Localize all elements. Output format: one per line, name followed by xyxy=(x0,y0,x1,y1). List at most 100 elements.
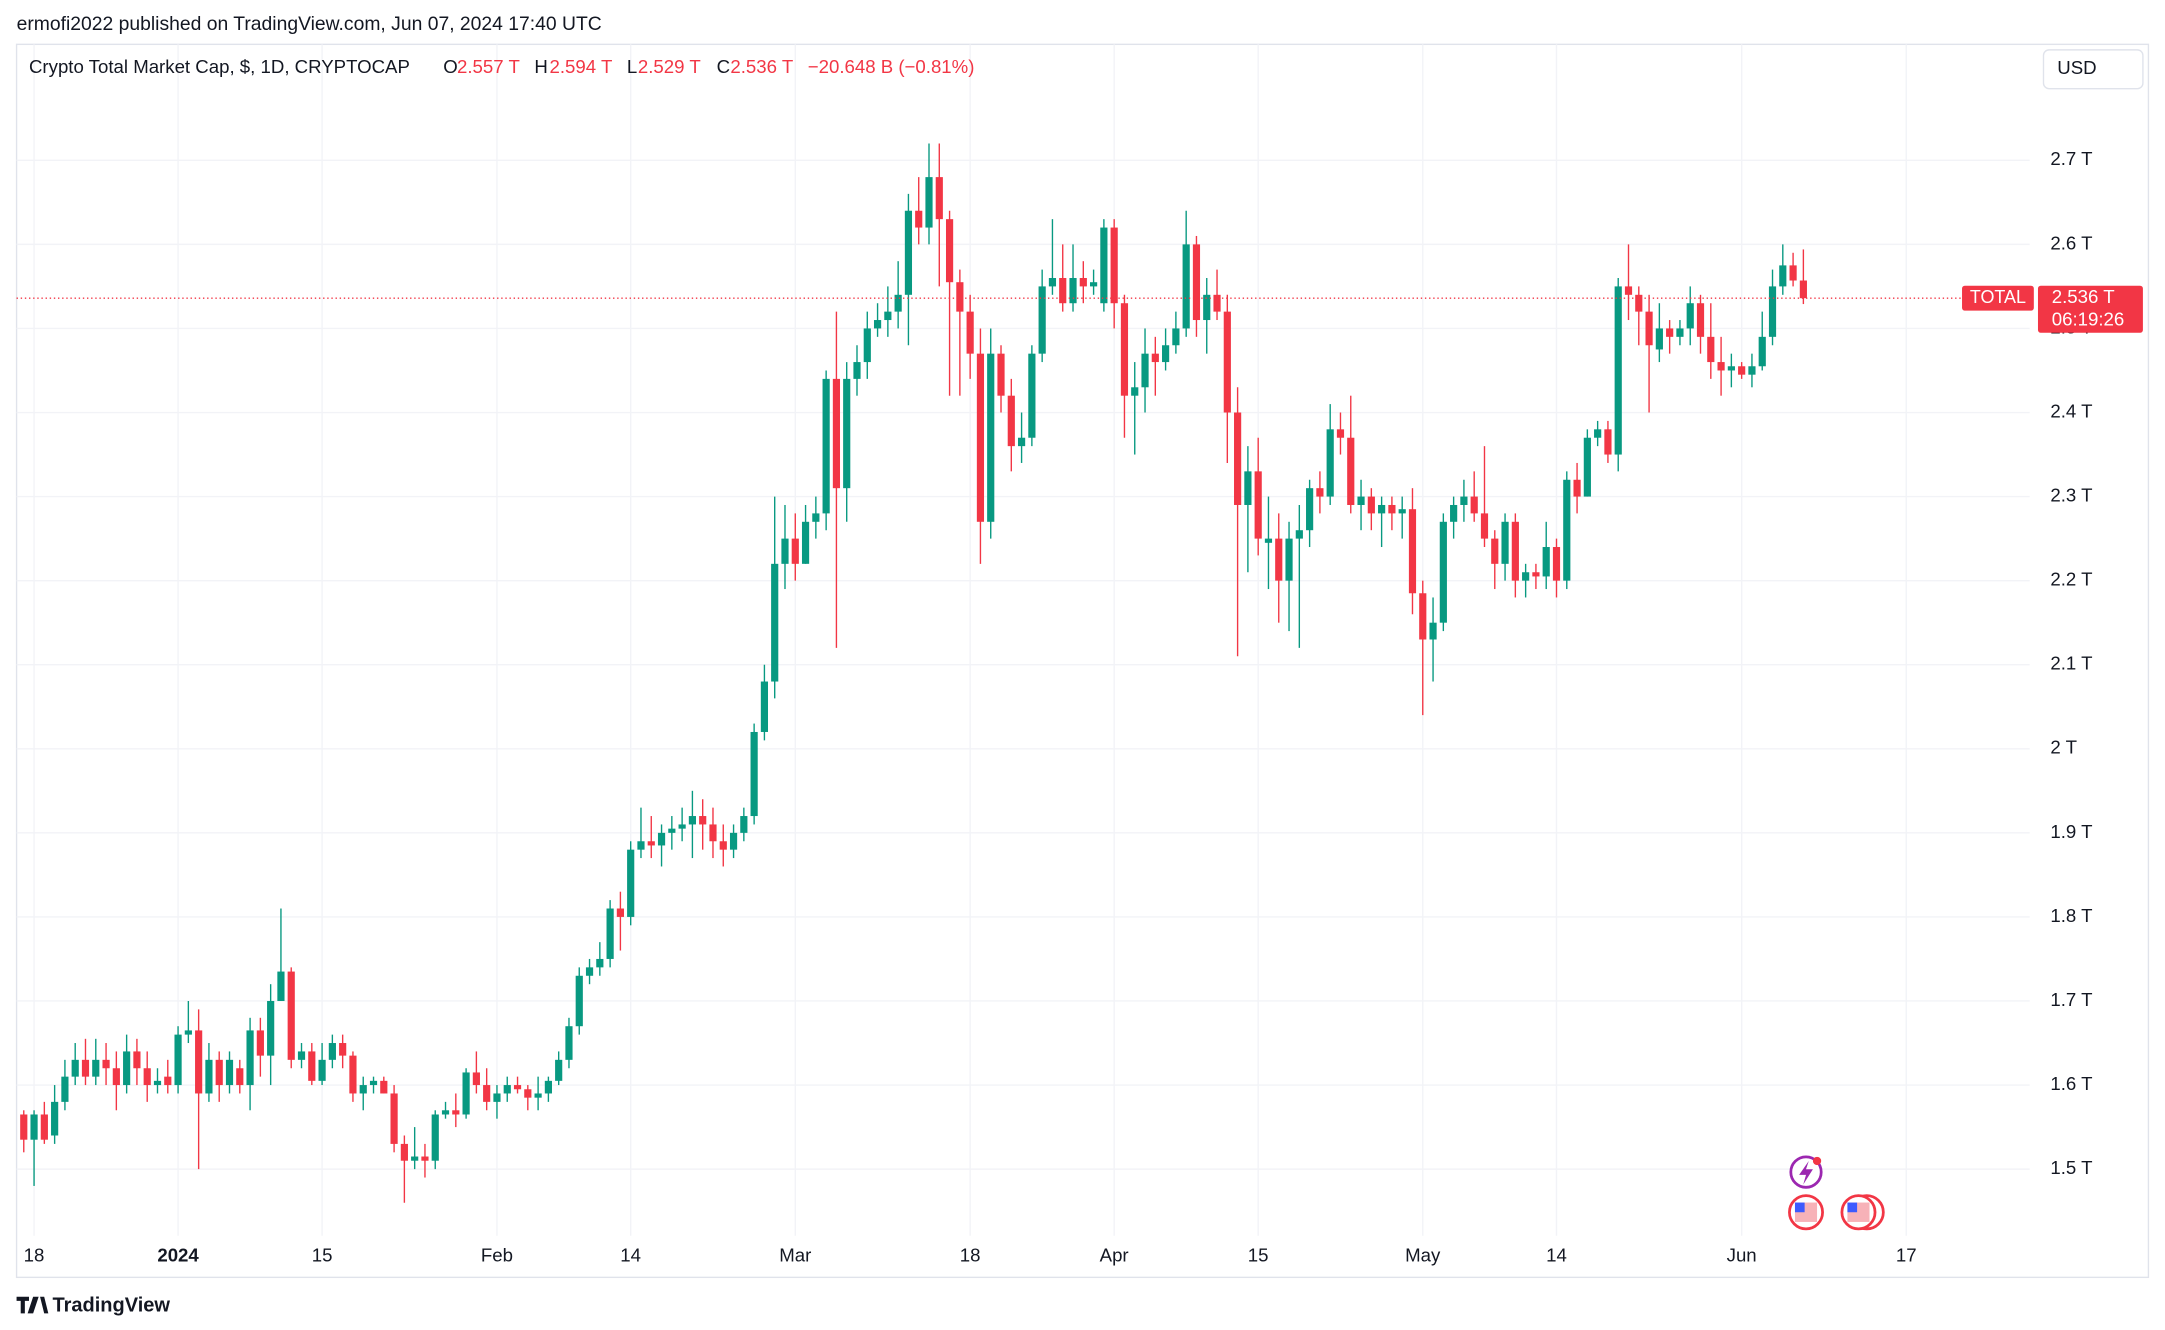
candle-body xyxy=(812,513,820,522)
candle-body xyxy=(1192,244,1201,321)
candle-body xyxy=(1090,282,1098,287)
y-tick-label: 2.2 T xyxy=(2050,569,2092,590)
candle-body xyxy=(236,1068,244,1086)
candle-body xyxy=(143,1068,151,1086)
candle-body xyxy=(750,731,758,817)
candle-body xyxy=(997,353,1005,396)
candle-body xyxy=(1635,294,1643,312)
x-tick-label: May xyxy=(1405,1244,1441,1265)
candle-body xyxy=(123,1051,131,1086)
candle-body xyxy=(225,1059,234,1086)
candle-body xyxy=(1079,277,1087,287)
candle-body xyxy=(524,1089,532,1098)
candle-body xyxy=(174,1034,182,1086)
candle-body xyxy=(945,219,954,283)
candle-body xyxy=(966,311,974,354)
series-name-tag xyxy=(1962,285,2034,311)
currency-button[interactable] xyxy=(2042,49,2144,90)
candle-body xyxy=(195,1030,203,1094)
candle-body xyxy=(637,841,645,850)
candle-body xyxy=(102,1059,110,1069)
candle-body xyxy=(606,908,614,959)
candle-body xyxy=(760,681,769,732)
candle-body xyxy=(1604,429,1612,455)
candle-body xyxy=(287,971,295,1060)
candle-body xyxy=(1532,572,1540,577)
y-tick-label: 2.3 T xyxy=(2050,484,2092,505)
candle-body xyxy=(894,294,902,312)
candle-body xyxy=(925,177,933,228)
footer-logo: TradingView xyxy=(16,1295,170,1317)
candle-body xyxy=(1110,227,1118,304)
x-tick-label: 14 xyxy=(620,1244,641,1265)
candle-body xyxy=(1316,488,1324,497)
candle-body xyxy=(184,1030,192,1035)
candle-body xyxy=(441,1110,450,1115)
candle-body xyxy=(1717,362,1725,371)
price-tag: TOTAL 2.536 T06:19:26 xyxy=(1962,285,2143,333)
candle-body xyxy=(1367,496,1375,514)
candle-body xyxy=(339,1043,347,1056)
candle-body xyxy=(956,282,964,312)
candle-body xyxy=(853,362,861,379)
candle-body xyxy=(421,1156,429,1161)
y-tick-label: 2.1 T xyxy=(2050,653,2092,674)
ohlc-value: 2.529 T xyxy=(638,56,701,77)
flag-canton xyxy=(1847,1202,1858,1213)
candle-body xyxy=(1563,479,1571,581)
candle-body xyxy=(873,320,882,329)
candle-body xyxy=(585,967,594,976)
candle-body xyxy=(1038,286,1046,354)
candle-body xyxy=(153,1080,162,1086)
currency-label[interactable]: USD xyxy=(2057,57,2096,78)
candle-body xyxy=(1552,547,1561,581)
candle-body xyxy=(1594,429,1602,438)
candle-body xyxy=(1779,265,1787,287)
candle-body xyxy=(369,1080,378,1086)
candle-body xyxy=(411,1156,419,1161)
candle-body xyxy=(1028,353,1036,438)
candle-body xyxy=(1511,521,1519,581)
candle-body xyxy=(20,1114,28,1140)
candle-body xyxy=(1738,366,1746,375)
candle-body xyxy=(1676,328,1684,337)
candle-body xyxy=(1768,286,1777,337)
candle-body xyxy=(462,1072,470,1115)
candle-body xyxy=(647,841,655,846)
x-tick-label: Apr xyxy=(1100,1244,1129,1265)
candle-body xyxy=(1378,504,1386,514)
candle-body xyxy=(1439,521,1447,623)
candle-body xyxy=(904,210,913,295)
candle-body xyxy=(1655,328,1663,350)
candle-body xyxy=(976,353,985,522)
candle-body xyxy=(1408,509,1417,594)
candle-body xyxy=(30,1114,38,1140)
event-dot xyxy=(1812,1156,1822,1166)
logo-mark xyxy=(16,1296,49,1314)
candle-body xyxy=(575,975,583,1027)
candle-body xyxy=(884,311,892,321)
ohlc-key: H xyxy=(534,56,547,77)
candle-body xyxy=(1501,521,1509,564)
candle-body xyxy=(1120,303,1129,396)
candle-body xyxy=(1758,336,1766,367)
x-tick-label: Feb xyxy=(481,1244,513,1265)
series-name: TOTAL xyxy=(1970,287,2026,307)
x-tick-label: 15 xyxy=(1248,1244,1269,1265)
candle-body xyxy=(1182,244,1190,329)
candle-body xyxy=(565,1026,573,1060)
candle-body xyxy=(1429,622,1437,640)
candle-body xyxy=(657,832,666,846)
candle-body xyxy=(256,1030,264,1056)
candle-body xyxy=(935,177,943,220)
candle-body xyxy=(1624,286,1633,295)
x-tick-label: 14 xyxy=(1546,1244,1567,1265)
candle-body xyxy=(92,1059,100,1077)
candle-body xyxy=(1799,280,1807,299)
candles xyxy=(16,143,2030,1203)
candle-body xyxy=(1357,496,1365,505)
candle-body xyxy=(781,538,789,564)
candle-body xyxy=(1491,538,1499,564)
candle-body xyxy=(709,824,717,842)
published-line: ermofi2022 published on TradingView.com,… xyxy=(17,13,602,35)
